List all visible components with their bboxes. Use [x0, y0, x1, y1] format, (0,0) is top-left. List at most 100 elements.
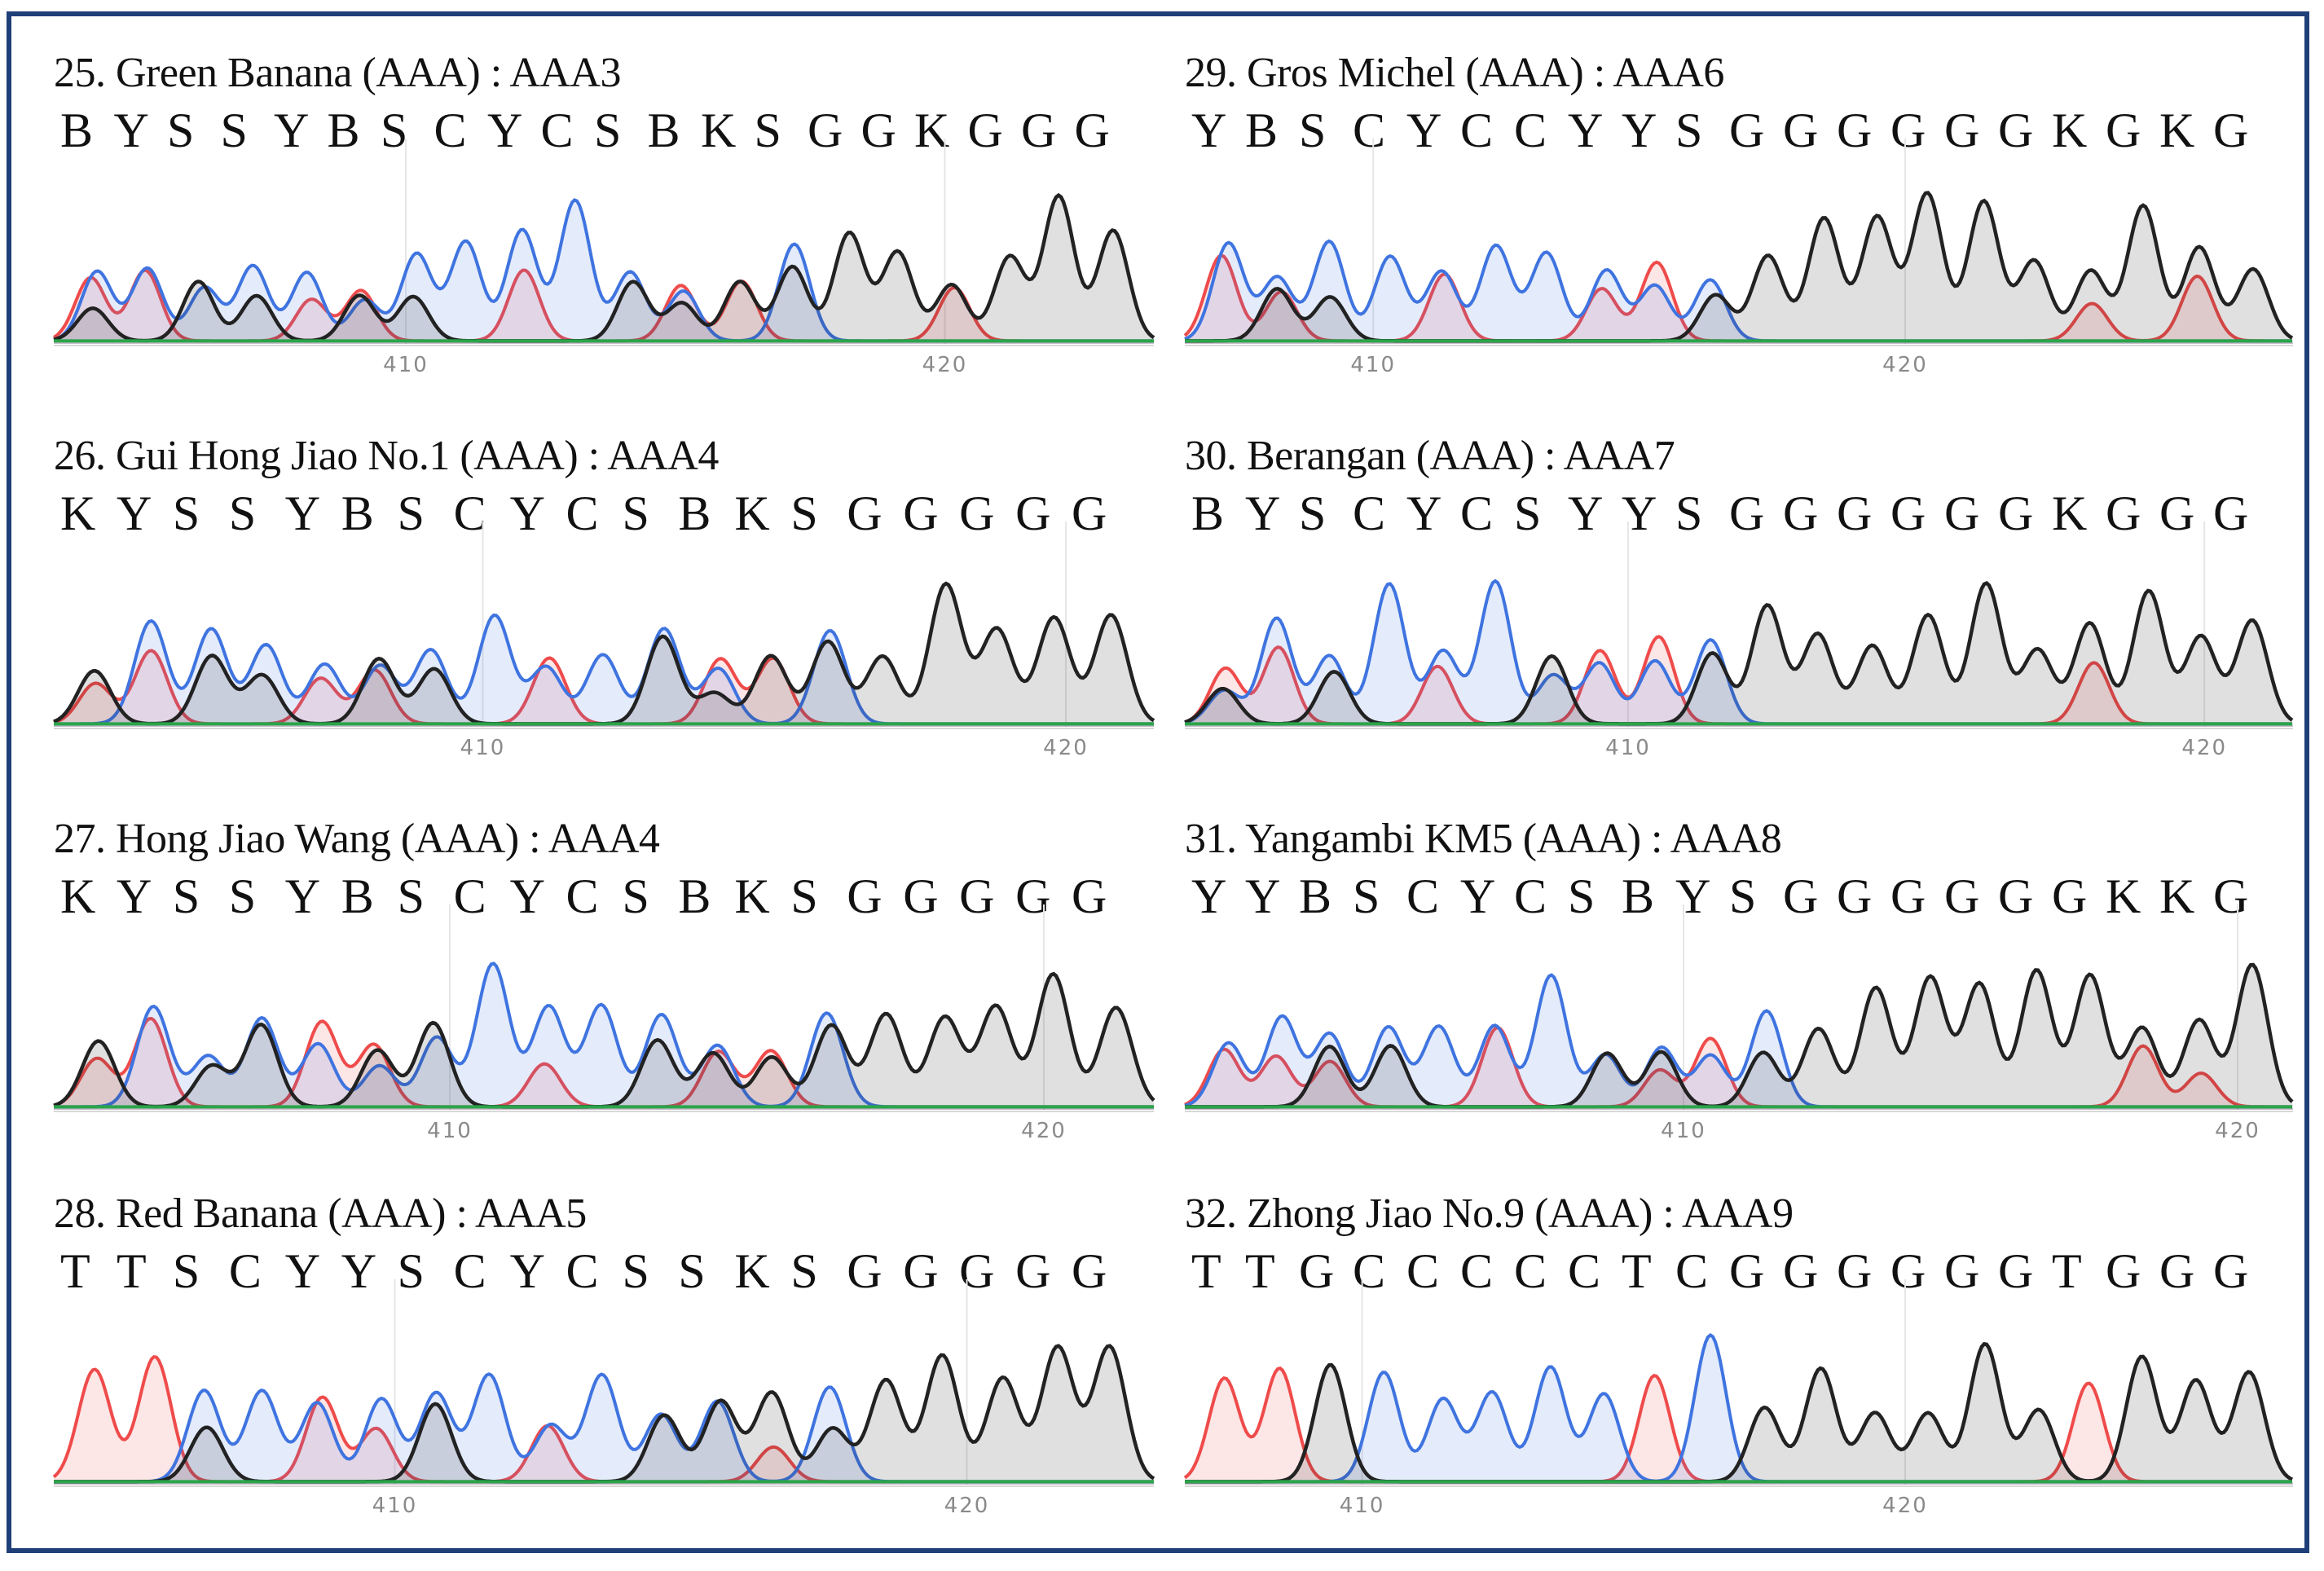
base-call: S [172, 869, 200, 923]
base-call: C [1353, 486, 1386, 540]
base-call: C [540, 103, 574, 157]
position-tick-label: 410 [1350, 353, 1396, 377]
base-call: K [2159, 869, 2195, 923]
trace-fill-T [54, 650, 1154, 727]
base-call: G [847, 1244, 883, 1298]
chromatogram-trace: 410 420 [53, 904, 1155, 1143]
base-call: G [1890, 103, 1926, 157]
position-tick-label: 420 [2181, 736, 2227, 760]
base-call: Y [1245, 486, 1281, 540]
base-call: Y [341, 1244, 377, 1298]
position-tick-label: 410 [460, 736, 506, 760]
trace-fill-G [54, 974, 1154, 1110]
base-call: C [434, 103, 467, 157]
base-call: Y [509, 486, 545, 540]
chromatogram-panel: 27. Hong Jiao Wang (AAA) : AAA4 K Y S S Y B S C Y… [53, 815, 1155, 1182]
base-call: G [1015, 1244, 1051, 1298]
base-call: S [228, 869, 257, 923]
base-call: B [678, 869, 711, 923]
base-call: K [734, 869, 770, 923]
base-call: S [790, 486, 818, 540]
trace-fill-C [54, 615, 1154, 727]
base-call: S [678, 1244, 706, 1298]
base-call: C [1460, 1244, 1494, 1298]
base-call: B [1191, 486, 1225, 540]
position-tick-label: 420 [922, 353, 968, 377]
base-call: S [1299, 103, 1327, 157]
base-call: C [1353, 1244, 1386, 1298]
position-tick-label: 420 [1043, 736, 1089, 760]
base-call: G [2106, 486, 2141, 540]
base-call: C [453, 869, 486, 923]
chromatogram-trace: 410 420 [53, 521, 1155, 760]
base-call: K [2052, 486, 2088, 540]
base-call: S [594, 103, 622, 157]
base-call: S [1568, 869, 1596, 923]
chromatogram-trace: 410 420 [1184, 521, 2294, 760]
trace-fill-C [1185, 975, 2293, 1110]
base-call: G [1074, 103, 1110, 157]
trace-line-G [53, 192, 1155, 343]
base-call: G [1021, 103, 1057, 157]
base-call: Y [1191, 103, 1227, 157]
base-call: C [1406, 1244, 1440, 1298]
base-call: T [116, 1244, 147, 1298]
base-call: G [1837, 103, 1873, 157]
base-call: G [847, 486, 883, 540]
base-call: C [1675, 1244, 1709, 1298]
chromatogram-panel: 32. Zhong Jiao No.9 (AAA) : AAA9 T T G C C C C C… [1183, 1190, 2294, 1556]
base-call: S [1675, 103, 1703, 157]
trace-fill-C [54, 1374, 1154, 1485]
chromatogram-trace: 410 420 [1183, 1279, 2294, 1518]
base-call: G [1072, 869, 1107, 923]
base-call: B [678, 486, 711, 540]
base-call: G [1072, 486, 1107, 540]
base-call: Y [1675, 869, 1711, 923]
base-call: G [1783, 869, 1819, 923]
panel-title: 25. Green Banana (AAA) : AAA3 [54, 50, 621, 96]
base-call: S [790, 869, 818, 923]
base-call: Y [487, 103, 523, 157]
base-call: G [1729, 1244, 1765, 1298]
base-call: S [228, 486, 257, 540]
base-call: G [1072, 1244, 1107, 1298]
position-tick-label: 420 [944, 1494, 990, 1518]
base-call: B [60, 103, 94, 157]
base-call: G [1998, 103, 2034, 157]
base-call: K [701, 103, 737, 157]
trace-fill-T [54, 1019, 1154, 1110]
chromatogram-panel: 28. Red Banana (AAA) : AAA5 T T S C Y Y S C Y C S S K… [52, 1190, 1155, 1556]
base-call: S [397, 486, 425, 540]
position-tick-label: 410 [1340, 1494, 1385, 1518]
base-call: C [453, 1244, 486, 1298]
panel-title: 27. Hong Jiao Wang (AAA) : AAA4 [54, 816, 660, 862]
base-call: K [914, 103, 950, 157]
position-tick-label: 410 [427, 1119, 473, 1143]
trace-line-G [1185, 1341, 2294, 1484]
panel-title: 32. Zhong Jiao No.9 (AAA) : AAA9 [1185, 1190, 1794, 1237]
trace-fill-C [1185, 581, 2293, 727]
base-call: Y [113, 103, 149, 157]
base-call: S [622, 869, 649, 923]
panel-title: 28. Red Banana (AAA) : AAA5 [54, 1190, 587, 1237]
trace-line-G [1185, 191, 2294, 343]
base-call: K [2106, 869, 2141, 923]
base-call: S [790, 1244, 818, 1298]
base-call: G [2213, 486, 2249, 540]
base-call: G [2106, 1244, 2141, 1298]
base-call: Y [1568, 103, 1604, 157]
base-call: G [2213, 1244, 2249, 1298]
trace-fill-G [1185, 965, 2293, 1110]
base-call: B [341, 869, 374, 923]
chromatogram-trace: 410 420 [1184, 904, 2294, 1143]
trace-fill-G [1185, 583, 2293, 727]
base-call: G [903, 1244, 939, 1298]
position-tick-label: 410 [372, 1494, 418, 1518]
base-call: T [2052, 1244, 2082, 1298]
trace-fill-G [54, 583, 1154, 727]
base-call: G [860, 103, 896, 157]
